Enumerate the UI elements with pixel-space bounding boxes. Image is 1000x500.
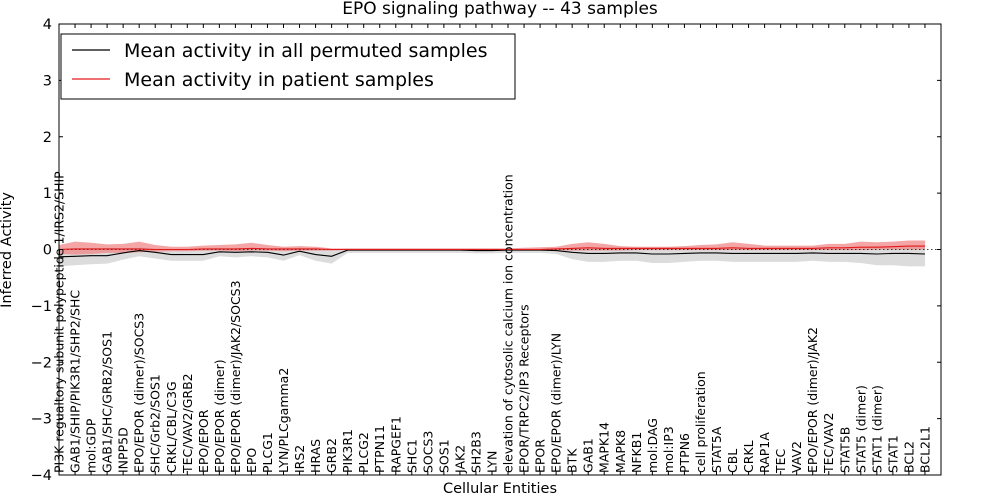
- x-axis-label: Cellular Entities: [443, 481, 557, 497]
- x-tick-label: LYN/PLCgamma2: [276, 368, 291, 473]
- y-tick-label: 4: [43, 17, 52, 33]
- x-tick-label: mol:IP3: [661, 426, 676, 473]
- legend-label-patient: Mean activity in patient samples: [124, 69, 434, 91]
- y-axis-label: Inferred Activity: [0, 192, 15, 308]
- x-tick-label: elevation of cytosolic calcium ion conce…: [501, 174, 516, 473]
- y-tick-label: 0: [43, 243, 52, 259]
- x-tick-label: RAP1A: [757, 432, 772, 473]
- legend-label-permuted: Mean activity in all permuted samples: [124, 40, 487, 62]
- x-tick-label: RAPGEF1: [388, 416, 403, 473]
- x-tick-label: SH2B3: [468, 431, 483, 473]
- x-tick-label: CBL: [725, 449, 740, 473]
- x-tick-label: TEC/VAV2: [821, 413, 836, 474]
- x-tick-label: GAB1: [581, 438, 596, 473]
- x-tick-label: CRKL/CBL/C3G: [164, 381, 179, 473]
- x-tick-label: SHC1: [404, 439, 419, 473]
- y-tick-label: −1: [31, 299, 52, 315]
- x-tick-label: GAB1/SHC/GRB2/SOS1: [100, 331, 115, 473]
- x-tick-label: cell proliferation: [693, 371, 708, 473]
- x-tick-label: EPO/EPOR (dimer)/JAK2: [805, 327, 820, 473]
- y-tick-label: −2: [31, 355, 52, 371]
- x-tick-label: EPOR: [533, 439, 548, 473]
- x-tick-label: INPP5D: [116, 427, 131, 473]
- x-tick-label: NFKB1: [629, 432, 644, 473]
- y-tick-label: −4: [31, 468, 52, 484]
- x-tick-label: SHC/Grb2/SOS1: [148, 374, 163, 473]
- x-tick-label: BCL2L1: [918, 426, 933, 473]
- x-tick-label: BTK: [565, 448, 580, 473]
- x-tick-label: PTPN11: [372, 425, 387, 473]
- x-tick-label: STAT5A: [709, 426, 724, 473]
- x-tick-label: EPO/EPOR (dimer): [212, 359, 227, 473]
- x-tick-label: GAB1/SHIP/PIK3R1/SHP2/SHC: [68, 290, 83, 473]
- x-tick-label: TEC: [773, 448, 788, 474]
- permuted-mean-line: [58, 249, 926, 258]
- x-tick-label: STAT5B: [837, 427, 852, 473]
- y-tick-label: 3: [43, 73, 52, 89]
- x-tick-label: BCL2: [901, 441, 916, 473]
- x-tick-label: LYN: [485, 451, 500, 473]
- x-tick-label: PLCG2: [356, 432, 371, 473]
- x-tick-label: PLCG1: [260, 432, 275, 473]
- x-tick-label: TEC/VAV2/GRB2: [180, 373, 195, 474]
- legend: Mean activity in all permuted samples Me…: [60, 33, 516, 100]
- x-axis-ticks: PI3K regualtory subunit polypeptide 1/IR…: [52, 24, 933, 475]
- x-tick-label: PIK3R1: [340, 429, 355, 473]
- x-tick-label: mol:DAG: [645, 418, 660, 473]
- x-tick-label: GRB2: [324, 438, 339, 473]
- x-tick-label: HRAS: [308, 439, 323, 473]
- x-tick-label: STAT1 (dimer): [869, 385, 884, 473]
- x-tick-label: EPO/EPOR (dimer)/SOCS3: [132, 313, 147, 473]
- x-tick-label: MAPK8: [613, 430, 628, 473]
- x-tick-label: PTPN6: [677, 433, 692, 473]
- x-tick-label: EPO/EPOR: [196, 409, 211, 473]
- legend-frame: [60, 33, 516, 100]
- x-tick-label: mol:GDP: [84, 418, 99, 473]
- patient-mean-line: [58, 245, 925, 251]
- x-tick-label: SOCS3: [420, 431, 435, 473]
- y-tick-label: −3: [31, 412, 52, 428]
- x-tick-label: EPO: [244, 448, 259, 473]
- x-tick-label: EPOR/TRPC2/IP3 Receptors: [517, 304, 532, 473]
- x-tick-label: EPO/EPOR (dimer)/JAK2/SOCS3: [228, 280, 243, 473]
- x-tick-label: SOS1: [436, 439, 451, 473]
- x-tick-label: STAT5 (dimer): [853, 385, 868, 473]
- x-tick-label: PI3K regualtory subunit polypeptide 1/IR…: [52, 171, 67, 473]
- x-tick-label: MAPK14: [597, 422, 612, 473]
- x-tick-label: IRS2: [292, 445, 307, 473]
- x-tick-label: EPO/EPOR (dimer)/LYN: [549, 333, 564, 473]
- x-tick-label: VAV2: [789, 441, 804, 473]
- y-tick-label: 2: [43, 130, 52, 146]
- chart-title: EPO signaling pathway -- 43 samples: [342, 0, 658, 19]
- y-axis-ticks: −4 −3 −2 −1 0 1 2 3 4: [31, 17, 941, 484]
- plot-area: [58, 23, 942, 476]
- y-tick-label: 1: [43, 186, 52, 202]
- x-tick-label: JAK2: [452, 445, 467, 474]
- patient-confidence-band: [59, 240, 925, 255]
- x-tick-label: CRKL: [741, 440, 756, 473]
- x-tick-label: STAT1: [885, 435, 900, 473]
